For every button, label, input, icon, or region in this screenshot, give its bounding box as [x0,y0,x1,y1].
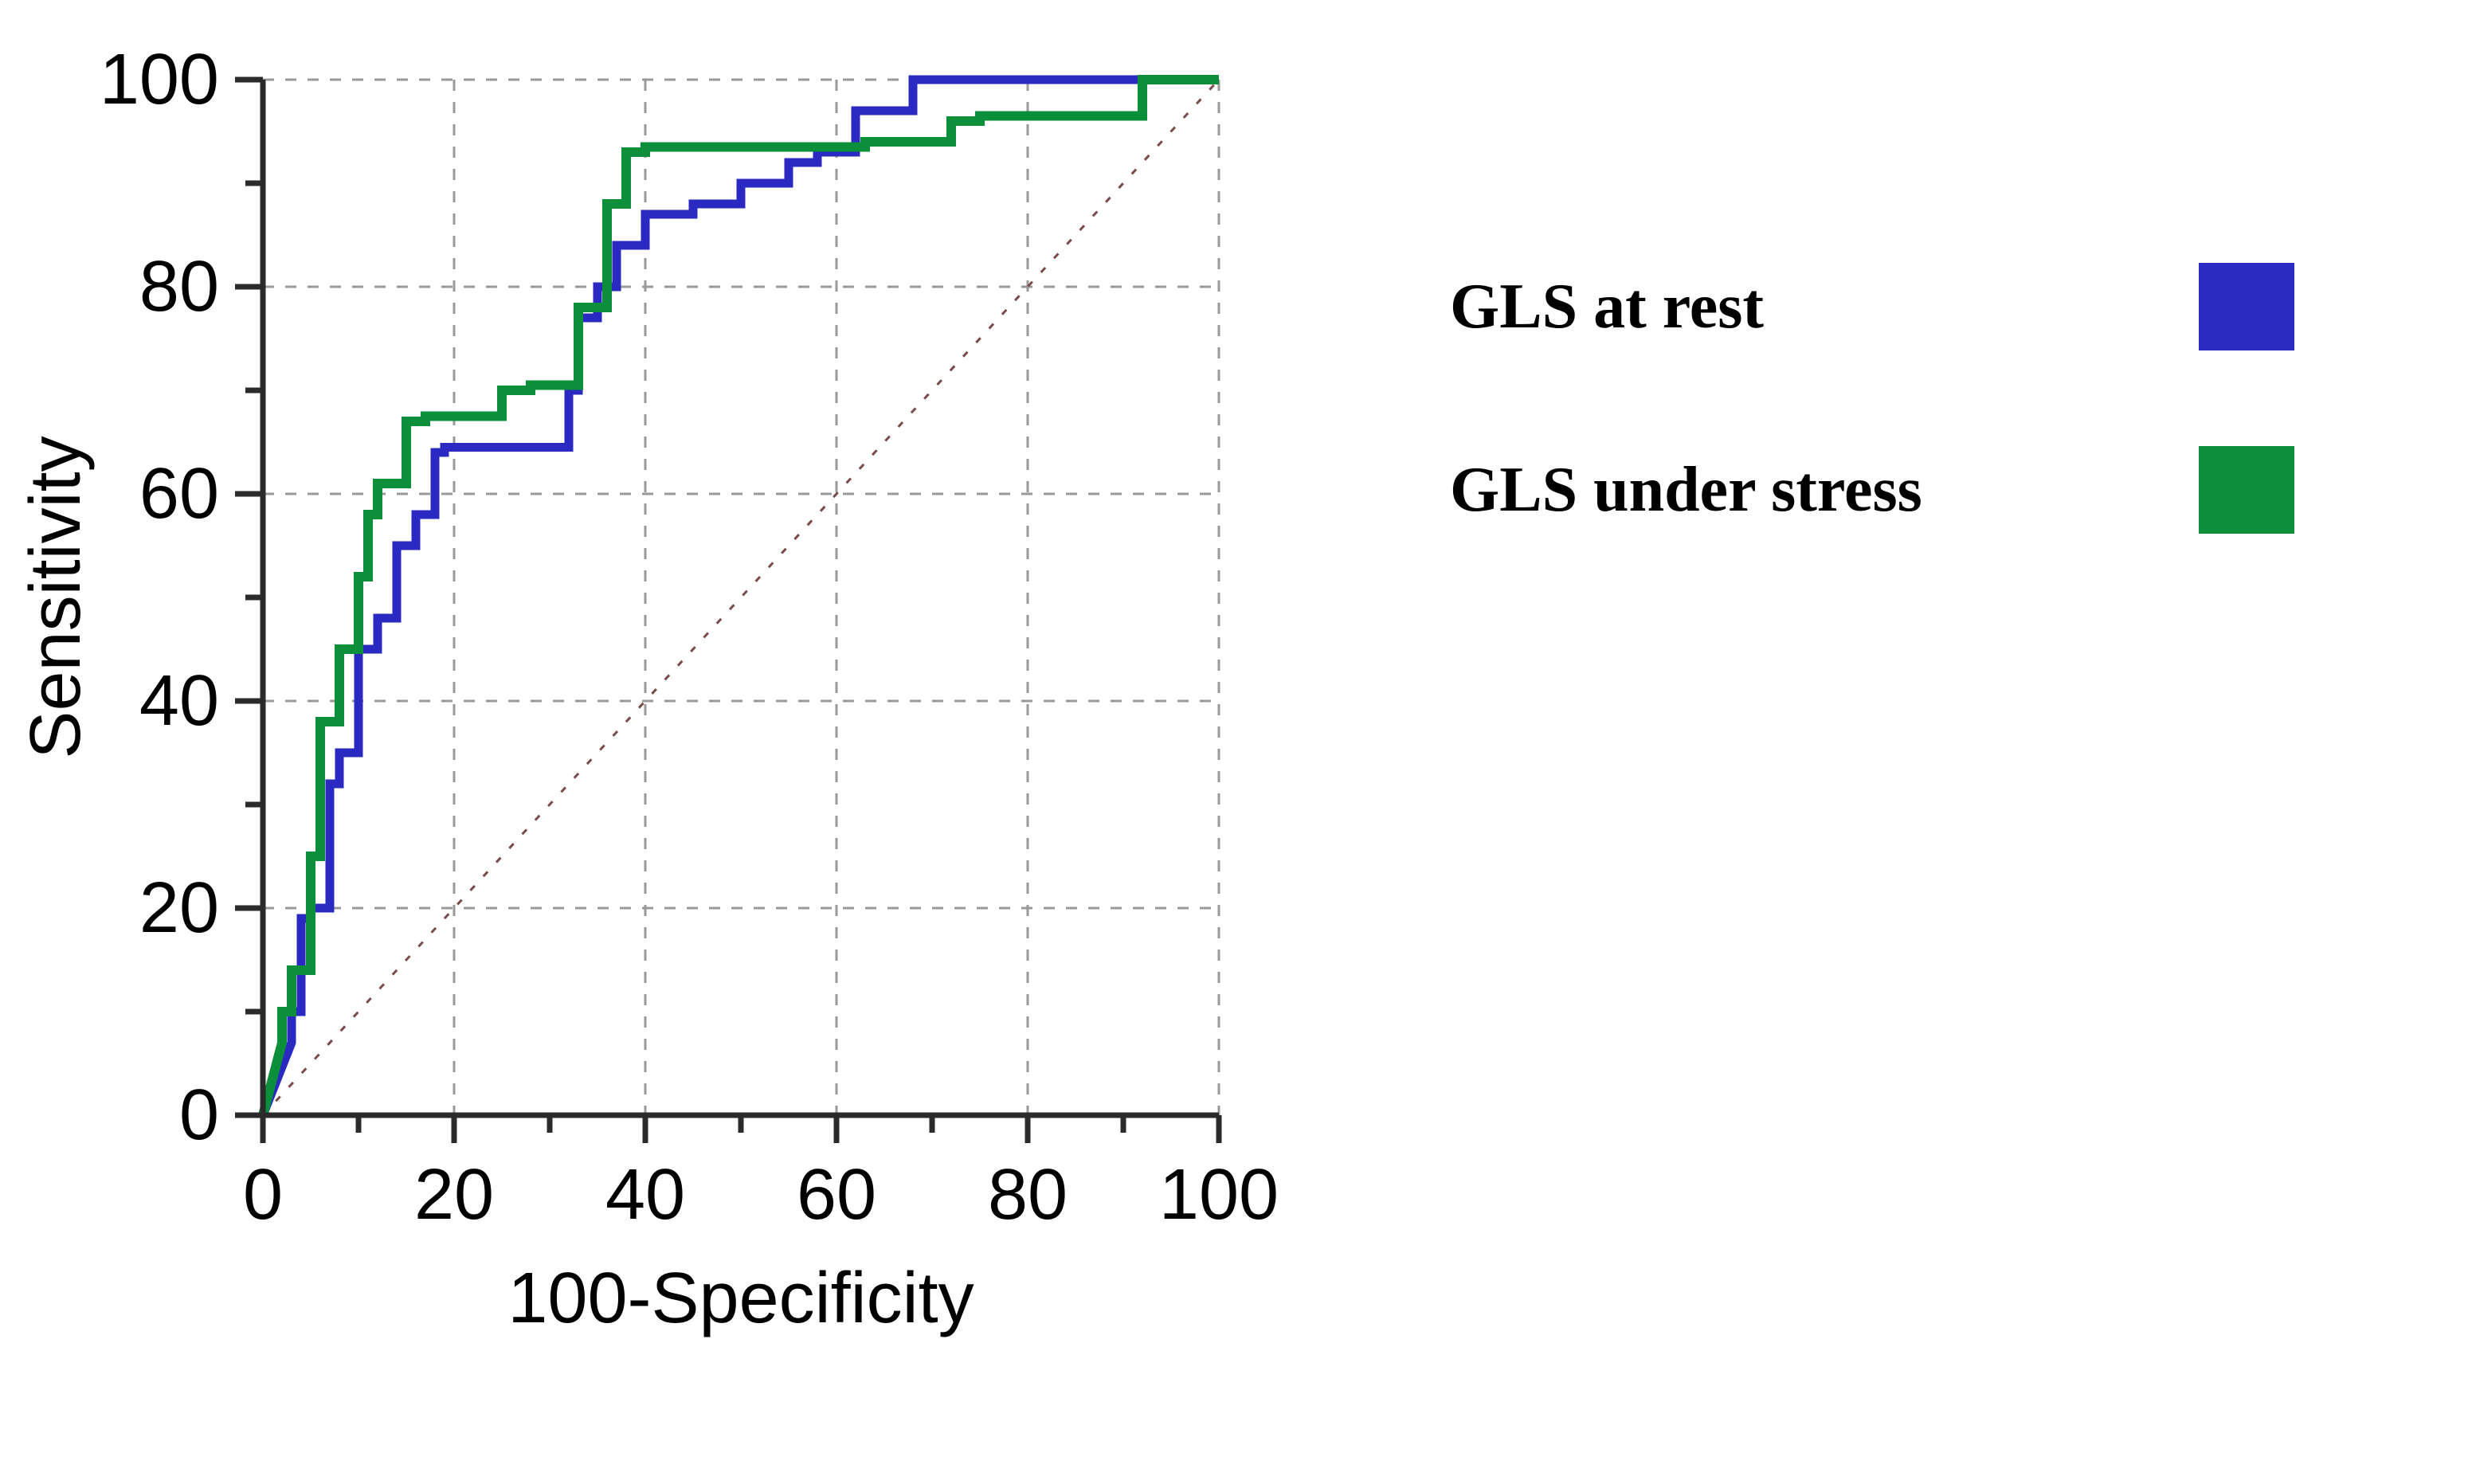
x-tick-label: 40 [605,1155,685,1235]
legend-swatch-stress [2199,446,2294,534]
x-axis-label: 100-Specificity [507,1259,974,1338]
x-tick-label: 60 [797,1155,876,1235]
x-tick-label: 0 [243,1155,283,1235]
legend-label-rest: GLS at rest [1450,271,2167,343]
y-tick-label: 40 [139,661,219,741]
x-tick-label: 80 [988,1155,1068,1235]
legend-label-stress: GLS under stress [1450,454,2167,527]
y-tick-label: 100 [100,40,219,119]
y-tick-label: 80 [139,247,219,327]
legend-item: GLS under stress [1450,446,2294,534]
legend-item: GLS at rest [1450,263,2294,350]
y-tick-label: 0 [179,1075,219,1155]
figure-container: 0 20 40 60 80 100 0 20 40 60 80 100 100-Specificity S… [0,0,2476,1484]
x-tick-label: 100 [1159,1155,1279,1235]
x-tick-label: 20 [414,1155,494,1235]
y-tick-label: 60 [139,454,219,534]
roc-chart: 0 20 40 60 80 100 0 20 40 60 80 100 100-Specificity S… [0,0,1354,1484]
y-axis-label: Sensitivity [16,436,96,758]
legend: GLS at rest GLS under stress [1450,263,2294,629]
y-tick-label: 20 [139,868,219,948]
legend-swatch-rest [2199,263,2294,350]
